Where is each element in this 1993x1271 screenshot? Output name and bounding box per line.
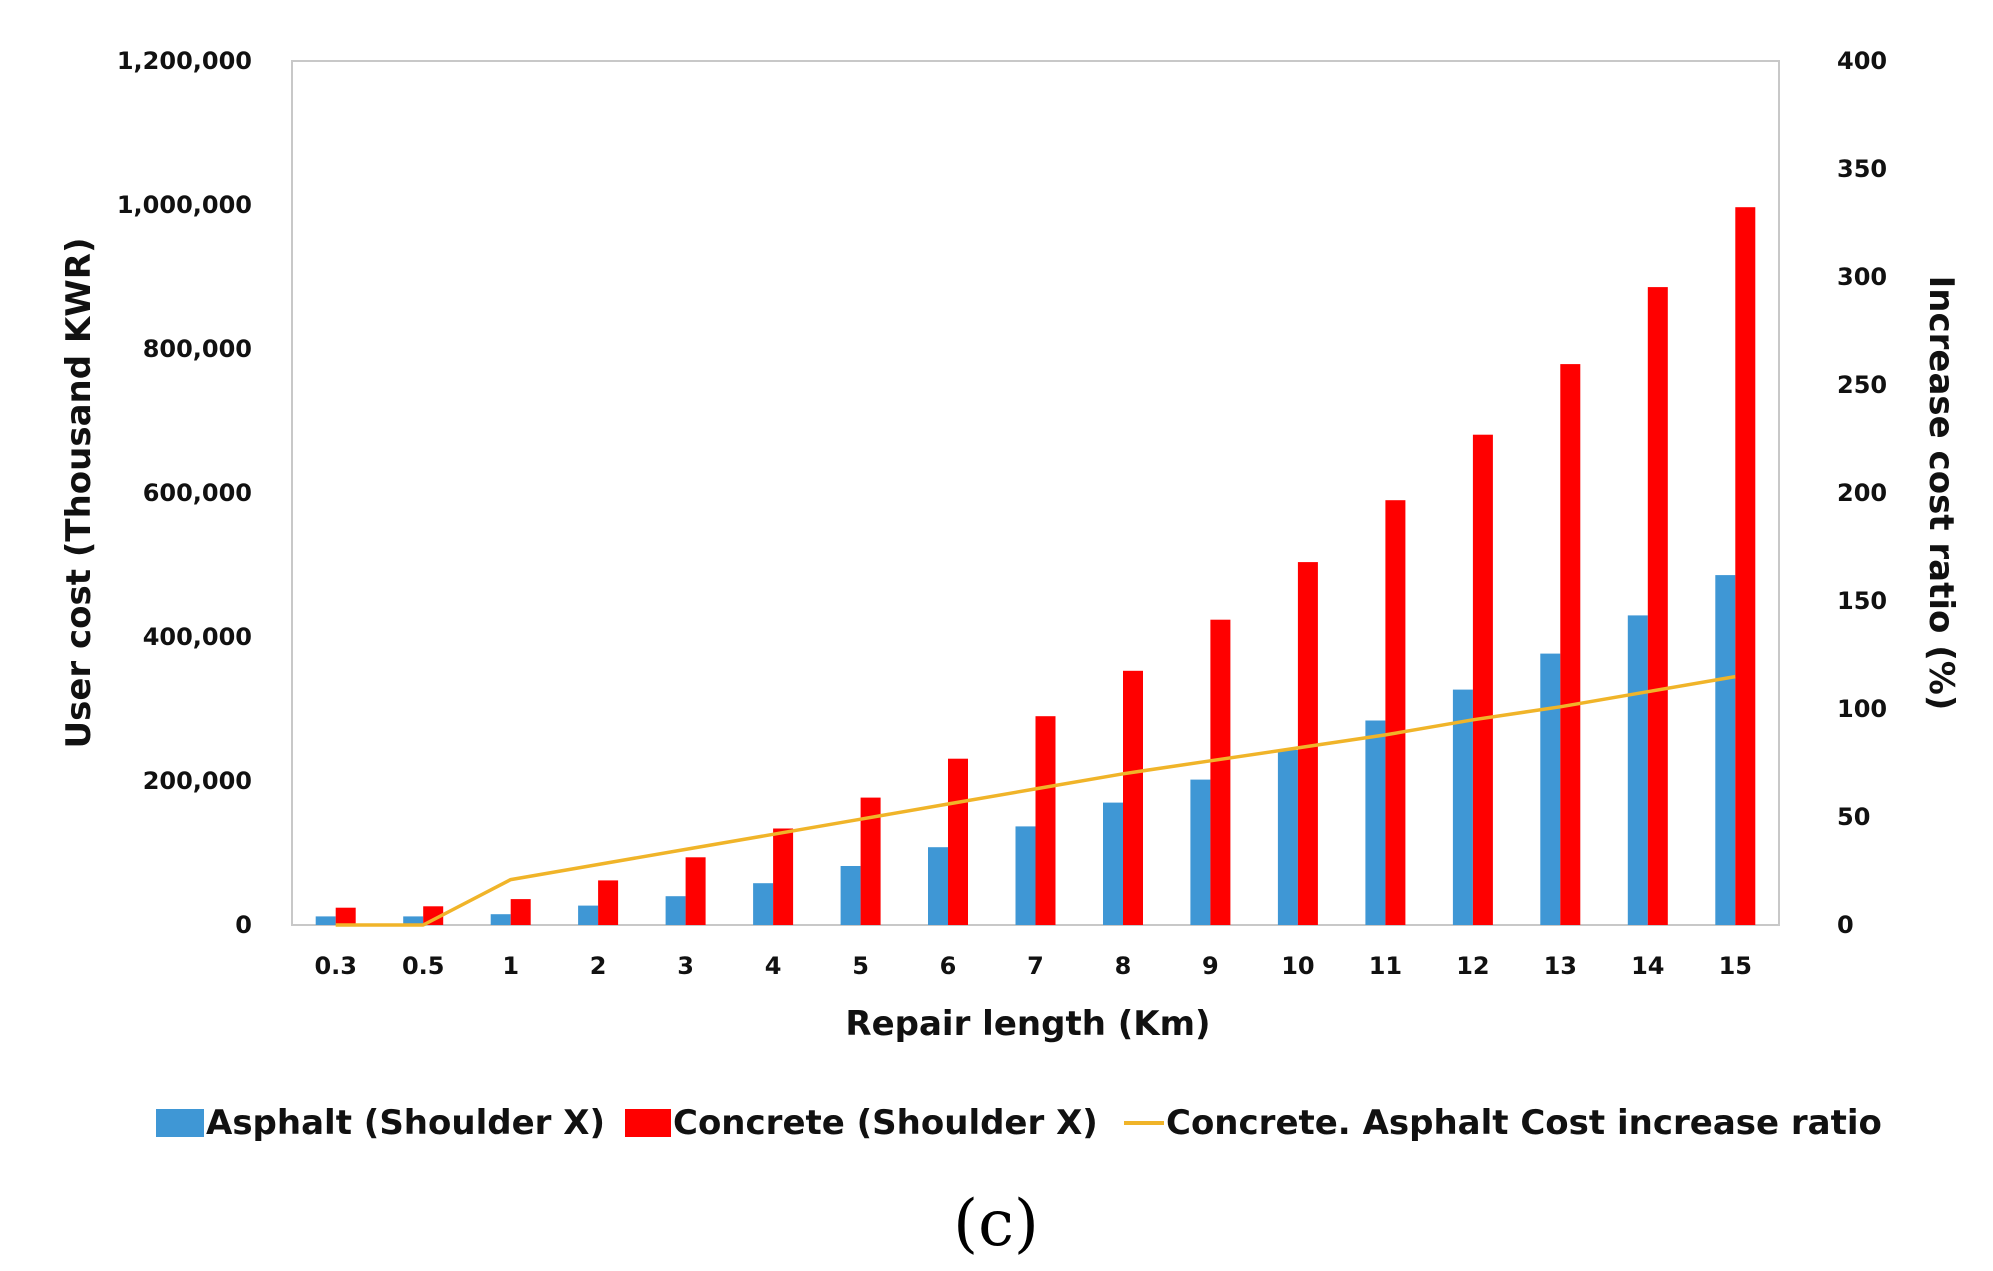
concrete-bar-15 bbox=[1647, 287, 1668, 926]
asphalt-bar-11 bbox=[1277, 750, 1298, 925]
x-tick-label-6: 5 bbox=[852, 952, 869, 980]
y-tick-label-0: 0 bbox=[235, 911, 252, 939]
concrete-bar-14 bbox=[1560, 364, 1581, 926]
y2-tick-label-4: 200 bbox=[1837, 479, 1887, 507]
x-tick-label-13: 12 bbox=[1456, 952, 1489, 980]
x-tick-label-14: 13 bbox=[1544, 952, 1577, 980]
asphalt-bar-13 bbox=[1452, 689, 1473, 925]
concrete-bar-11 bbox=[1297, 562, 1318, 925]
concrete-bar-7 bbox=[948, 758, 968, 925]
ticks-layer: 0 200,000 400,000 600,000 800,000 1,000,000 1,… bbox=[117, 47, 1887, 980]
x-tick-label-8: 7 bbox=[1027, 952, 1044, 980]
line-layer bbox=[335, 674, 1736, 927]
y2-tick-label-8: 400 bbox=[1837, 47, 1887, 75]
asphalt-bar-6 bbox=[840, 866, 861, 925]
asphalt-bar-10 bbox=[1190, 779, 1211, 925]
asphalt-bar-15 bbox=[1627, 615, 1648, 925]
legend-swatch-concrete bbox=[625, 1109, 671, 1137]
legend-label-asphalt: Asphalt (Shoulder X) bbox=[206, 1103, 605, 1143]
y2-tick-label-0: 0 bbox=[1837, 911, 1854, 939]
asphalt-bar-7 bbox=[928, 847, 948, 925]
x-tick-label-11: 10 bbox=[1281, 952, 1314, 980]
asphalt-bar-5 bbox=[753, 883, 774, 925]
y2-axis-title: Increase cost ratio (%) bbox=[1921, 276, 1961, 711]
concrete-bar-10 bbox=[1210, 619, 1231, 925]
x-tick-label-15: 14 bbox=[1631, 952, 1664, 980]
asphalt-bar-1 bbox=[403, 916, 424, 925]
x-tick-label-7: 6 bbox=[940, 952, 957, 980]
y2-tick-label-6: 300 bbox=[1837, 263, 1887, 291]
concrete-bar-8 bbox=[1035, 716, 1056, 925]
y-tick-label-1: 200,000 bbox=[143, 767, 252, 795]
x-axis-title: Repair length (Km) bbox=[845, 1004, 1210, 1044]
x-tick-label-12: 11 bbox=[1369, 952, 1402, 980]
x-tick-label-16: 15 bbox=[1719, 952, 1752, 980]
y-tick-label-5: 1,000,000 bbox=[117, 191, 252, 219]
y2-tick-label-1: 50 bbox=[1837, 803, 1870, 831]
concrete-bar-3 bbox=[598, 880, 619, 925]
y-tick-label-2: 400,000 bbox=[143, 623, 252, 651]
ratio-line bbox=[335, 674, 1736, 927]
y-tick-label-4: 800,000 bbox=[143, 335, 252, 363]
bars-layer bbox=[315, 207, 1756, 926]
asphalt-bar-12 bbox=[1365, 720, 1386, 925]
asphalt-bar-9 bbox=[1103, 802, 1123, 925]
asphalt-bar-2 bbox=[490, 914, 511, 925]
asphalt-bar-8 bbox=[1015, 826, 1036, 925]
x-tick-label-2: 1 bbox=[502, 952, 519, 980]
x-tick-label-3: 2 bbox=[590, 952, 607, 980]
asphalt-bar-3 bbox=[578, 905, 599, 925]
y-tick-label-3: 600,000 bbox=[143, 479, 252, 507]
x-tick-label-5: 4 bbox=[765, 952, 782, 980]
x-tick-label-1: 0.5 bbox=[402, 952, 445, 980]
y2-tick-label-2: 100 bbox=[1837, 695, 1887, 723]
legend-label-ratio: Concrete. Asphalt Cost increase ratio bbox=[1166, 1103, 1882, 1143]
legend-swatch-asphalt bbox=[156, 1109, 204, 1137]
concrete-bar-4 bbox=[685, 857, 706, 925]
x-tick-label-0: 0.3 bbox=[314, 952, 357, 980]
asphalt-bar-0 bbox=[315, 916, 336, 925]
asphalt-bar-16 bbox=[1715, 575, 1736, 925]
y-axis-title: User cost (Thousand KWR) bbox=[59, 238, 99, 749]
y2-tick-label-7: 350 bbox=[1837, 155, 1887, 183]
y2-tick-label-3: 150 bbox=[1837, 587, 1887, 615]
concrete-bar-5 bbox=[773, 828, 794, 925]
concrete-bar-13 bbox=[1472, 434, 1493, 925]
x-tick-label-4: 3 bbox=[677, 952, 694, 980]
legend: Asphalt (Shoulder X) Concrete (Shoulder … bbox=[156, 1103, 1882, 1143]
asphalt-bar-14 bbox=[1540, 653, 1561, 925]
asphalt-bar-4 bbox=[665, 896, 686, 925]
concrete-bar-12 bbox=[1385, 500, 1406, 925]
panel-label: (c) bbox=[953, 1187, 1039, 1261]
x-tick-label-10: 9 bbox=[1202, 952, 1219, 980]
concrete-bar-2 bbox=[510, 899, 531, 925]
concrete-bar-16 bbox=[1735, 207, 1756, 925]
concrete-bar-9 bbox=[1123, 670, 1143, 925]
x-tick-label-9: 8 bbox=[1115, 952, 1132, 980]
y2-tick-label-5: 250 bbox=[1837, 371, 1887, 399]
legend-label-concrete: Concrete (Shoulder X) bbox=[673, 1103, 1098, 1143]
concrete-bar-6 bbox=[860, 797, 881, 925]
y-tick-label-6: 1,200,000 bbox=[117, 47, 252, 75]
concrete-bar-1 bbox=[423, 906, 444, 925]
concrete-bar-0 bbox=[335, 907, 356, 925]
